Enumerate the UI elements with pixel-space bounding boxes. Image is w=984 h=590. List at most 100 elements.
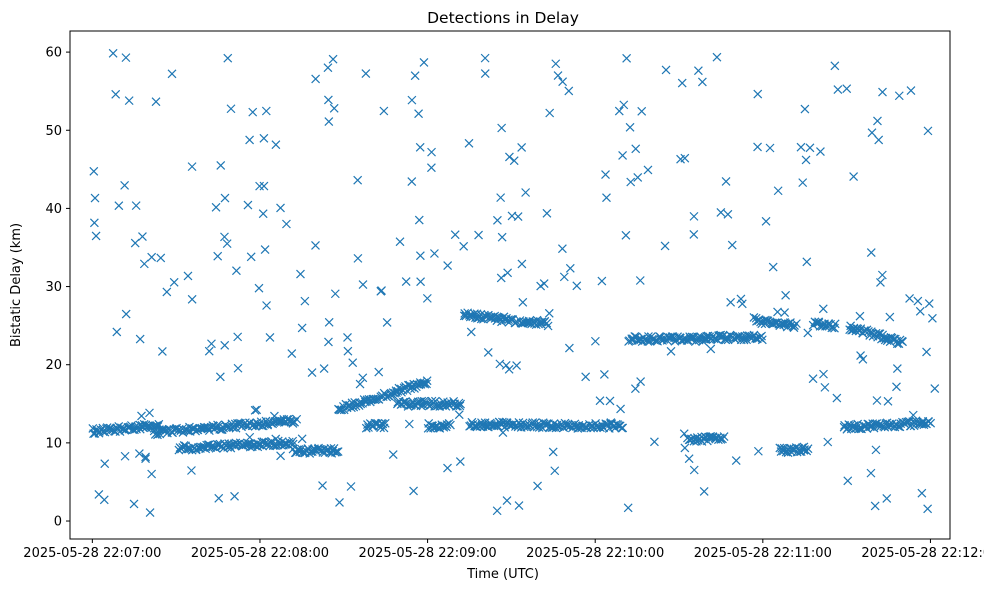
detection-point	[377, 286, 386, 296]
detection-point	[407, 95, 417, 105]
detection-point	[129, 499, 139, 509]
detection-point	[876, 277, 885, 287]
detection-point	[409, 486, 418, 496]
detection-point	[446, 420, 455, 430]
detection-point	[618, 151, 628, 160]
detection-point	[832, 393, 842, 403]
detection-point	[187, 294, 197, 304]
detection-point	[721, 177, 731, 186]
detection-point	[407, 177, 417, 187]
detection-point	[215, 372, 225, 382]
y-axis-ticks: 0 10 20 30 40 50 60	[45, 46, 70, 530]
detection-point	[923, 504, 933, 514]
detection-point	[455, 457, 465, 466]
detection-point	[749, 313, 759, 322]
y-tick-label: 50	[45, 124, 62, 139]
detection-point	[542, 318, 552, 328]
detection-point	[504, 364, 514, 374]
detection-point	[497, 232, 507, 242]
detection-point	[422, 293, 432, 303]
detection-point	[120, 180, 130, 190]
y-tick-label: 40	[45, 202, 62, 217]
detection-point	[684, 454, 694, 464]
detection-point	[138, 232, 147, 242]
detection-point	[892, 364, 902, 373]
detection-point	[416, 277, 426, 287]
detection-point	[348, 358, 358, 368]
detection-point	[495, 359, 505, 369]
detection-point	[882, 494, 892, 503]
detection-point	[856, 351, 865, 360]
detection-point	[243, 200, 253, 210]
detection-point	[490, 420, 500, 430]
detection-point	[616, 404, 625, 414]
detection-point	[151, 97, 161, 107]
detection-point	[558, 77, 568, 87]
detection-point	[415, 251, 425, 261]
detection-point	[297, 434, 307, 444]
detection-point	[507, 211, 517, 221]
detection-point	[167, 69, 177, 79]
detection-point	[124, 96, 134, 106]
detection-point	[496, 193, 506, 203]
detection-point	[480, 53, 490, 63]
detection-point	[726, 297, 736, 307]
detection-point	[130, 238, 140, 248]
detection-point	[157, 347, 167, 356]
detection-point	[353, 175, 363, 185]
detection-point	[736, 294, 746, 304]
detection-point	[559, 272, 569, 282]
detection-point	[581, 372, 591, 382]
detection-point	[319, 364, 329, 373]
detection-point	[89, 166, 99, 176]
detection-point	[300, 296, 310, 306]
detection-point	[223, 53, 233, 63]
detection-point	[269, 411, 279, 421]
detection-point	[621, 230, 631, 240]
detection-point	[716, 207, 726, 217]
detection-point	[693, 66, 703, 76]
detection-point	[454, 410, 464, 420]
scatter-marks	[88, 48, 940, 517]
detection-point	[141, 454, 150, 464]
detection-point	[271, 140, 281, 150]
detection-point	[877, 270, 887, 280]
detection-point	[799, 445, 809, 455]
detection-point	[509, 156, 519, 166]
detection-point	[805, 143, 815, 153]
detection-point	[677, 78, 687, 88]
detection-point	[599, 370, 609, 379]
x-tick-label: 2025-05-28 22:11:00	[694, 546, 832, 561]
detection-point	[330, 289, 340, 299]
detection-point	[723, 209, 733, 219]
detection-point	[798, 178, 808, 188]
detection-point	[622, 53, 632, 63]
detection-point	[483, 347, 493, 357]
detection-point	[114, 201, 124, 211]
detection-point	[449, 396, 459, 406]
detection-point	[915, 306, 925, 316]
detection-point	[617, 423, 627, 433]
detection-point	[602, 193, 611, 203]
detection-point	[498, 428, 508, 438]
detection-point	[246, 252, 256, 262]
detection-point	[276, 451, 286, 461]
detection-point	[145, 408, 154, 418]
detection-point	[134, 449, 144, 458]
chart-title: Detections in Delay	[427, 9, 579, 27]
x-tick-label: 2025-05-28 22:12:00	[861, 546, 984, 561]
detection-point	[500, 422, 510, 432]
detection-point	[924, 299, 934, 308]
detection-point	[820, 382, 830, 392]
detection-point	[139, 259, 149, 269]
detection-point	[307, 368, 317, 377]
detection-point	[854, 424, 864, 434]
detection-point	[248, 107, 258, 117]
detection-point	[346, 482, 356, 491]
detection-point	[141, 452, 150, 462]
detection-point	[207, 339, 216, 349]
detection-point	[121, 309, 131, 319]
detection-point	[395, 237, 405, 247]
detection-point	[120, 451, 130, 461]
y-tick-label: 30	[45, 280, 62, 295]
